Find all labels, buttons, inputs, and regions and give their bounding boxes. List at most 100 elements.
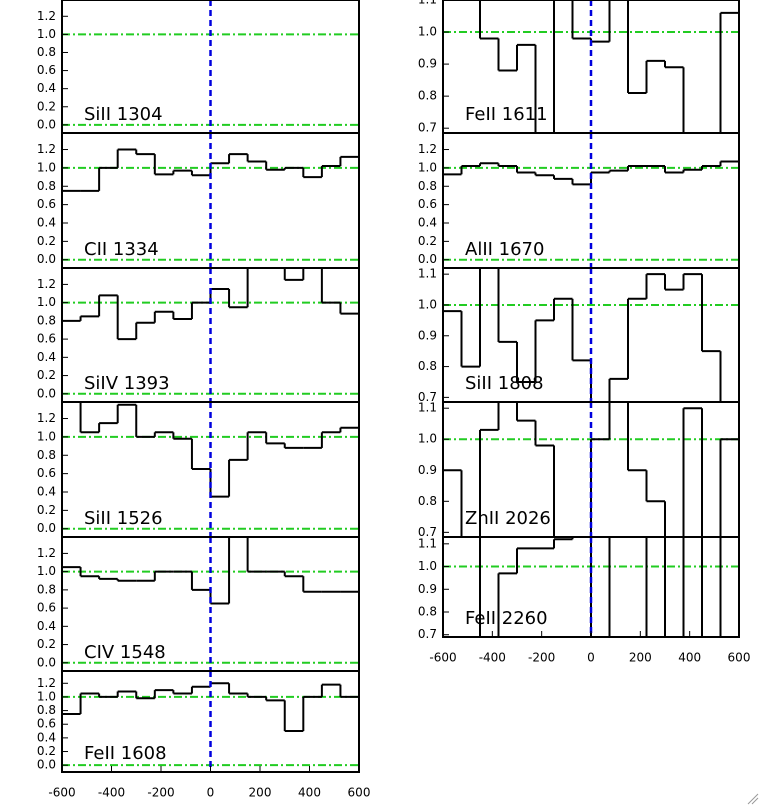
y-tick-label: 0.6 — [37, 601, 56, 615]
y-tick-label: 1.0 — [37, 160, 56, 174]
y-tick-label: 0.6 — [418, 197, 437, 211]
y-tick-label: 0.9 — [418, 328, 437, 342]
resize-grip — [747, 793, 759, 805]
y-tick-label: 1.0 — [37, 564, 56, 578]
y-tick-label: 0.8 — [418, 605, 437, 619]
y-tick-label: 0.0 — [37, 758, 56, 772]
panel — [62, 537, 359, 671]
panel-label: CIV 1548 — [84, 642, 166, 663]
y-tick-label: 1.2 — [37, 411, 56, 425]
y-tick-label: 0.9 — [418, 463, 437, 477]
y-tick-label: 0.8 — [37, 45, 56, 59]
x-tick-label: -200 — [147, 786, 174, 800]
y-tick-label: 0.8 — [37, 582, 56, 596]
y-tick-label: 0.0 — [37, 386, 56, 400]
y-tick-label: 0.8 — [37, 179, 56, 193]
x-tick-label: 0 — [207, 786, 215, 800]
y-tick-label: 1.0 — [418, 25, 437, 39]
y-tick-label: 0.9 — [418, 582, 437, 596]
y-tick-label: 0.7 — [418, 525, 437, 539]
y-tick-label: 0.4 — [37, 730, 56, 744]
y-tick-label: 0.7 — [418, 390, 437, 404]
panel — [443, 133, 739, 268]
y-tick-label: 0.8 — [418, 179, 437, 193]
panel — [443, 0, 739, 133]
y-tick-label: 0.6 — [37, 332, 56, 346]
y-tick-label: 1.0 — [418, 432, 437, 446]
panel-label: SiII 1808 — [465, 373, 544, 394]
panel-label: SiII 1304 — [84, 104, 163, 125]
y-tick-label: 1.0 — [37, 295, 56, 309]
y-tick-label: 1.2 — [37, 546, 56, 560]
panel-label: CII 1334 — [84, 239, 159, 260]
panel-label: FeII 1608 — [84, 743, 167, 764]
y-tick-label: 0.0 — [37, 521, 56, 535]
panel — [443, 402, 739, 537]
y-tick-label: 0.7 — [418, 121, 437, 135]
y-tick-label: 0.8 — [418, 359, 437, 373]
y-tick-label: 0.0 — [37, 117, 56, 131]
panel — [443, 537, 739, 637]
y-tick-label: 0.4 — [418, 216, 437, 230]
x-tick-label: 200 — [249, 786, 272, 800]
y-tick-label: 0.2 — [37, 99, 56, 113]
y-tick-label: 1.2 — [37, 277, 56, 291]
panel-label: FeII 2260 — [465, 608, 548, 629]
y-tick-label: 1.2 — [37, 142, 56, 156]
y-tick-label: 0.0 — [37, 655, 56, 669]
x-tick-label: 400 — [298, 786, 321, 800]
y-tick-label: 0.6 — [37, 717, 56, 731]
x-tick-label: -400 — [479, 651, 506, 665]
y-tick-label: 1.1 — [418, 536, 437, 550]
y-tick-label: 1.0 — [418, 297, 437, 311]
panel — [62, 268, 359, 402]
y-tick-label: 0.4 — [37, 485, 56, 499]
y-tick-label: 0.6 — [37, 197, 56, 211]
y-tick-label: 0.0 — [37, 252, 56, 266]
y-tick-label: 0.8 — [37, 448, 56, 462]
x-tick-label: -600 — [429, 651, 456, 665]
y-tick-label: 1.1 — [418, 0, 437, 7]
x-tick-label: 600 — [728, 651, 751, 665]
y-tick-label: 0.6 — [37, 466, 56, 480]
y-tick-label: 0.4 — [37, 81, 56, 95]
y-tick-label: 1.0 — [37, 27, 56, 41]
x-tick-label: 400 — [678, 651, 701, 665]
y-tick-label: 1.2 — [37, 676, 56, 690]
panel-label: FeII 1611 — [465, 104, 548, 125]
panel — [62, 402, 359, 537]
y-tick-label: 0.2 — [37, 503, 56, 517]
panel — [62, 671, 359, 772]
x-tick-label: -200 — [528, 651, 555, 665]
y-tick-label: 1.0 — [37, 689, 56, 703]
y-tick-label: 1.1 — [418, 401, 437, 415]
y-tick-label: 1.2 — [418, 142, 437, 156]
y-tick-label: 1.1 — [418, 267, 437, 281]
panel — [443, 268, 739, 402]
y-tick-label: 0.2 — [37, 234, 56, 248]
y-tick-label: 0.9 — [418, 57, 437, 71]
y-tick-label: 0.7 — [418, 627, 437, 641]
y-tick-label: 1.0 — [37, 429, 56, 443]
x-tick-label: 200 — [629, 651, 652, 665]
panel — [62, 0, 359, 133]
y-tick-label: 0.2 — [37, 637, 56, 651]
y-tick-label: 0.2 — [37, 744, 56, 758]
y-tick-label: 0.6 — [37, 63, 56, 77]
panel — [62, 133, 359, 268]
x-tick-label: 0 — [587, 651, 595, 665]
y-tick-label: 0.8 — [37, 313, 56, 327]
y-tick-label: 0.2 — [418, 234, 437, 248]
y-tick-label: 0.8 — [418, 494, 437, 508]
y-tick-label: 0.4 — [37, 216, 56, 230]
panel-label: SiII 1526 — [84, 508, 163, 529]
panel-label: SiIV 1393 — [84, 373, 170, 394]
y-tick-label: 0.4 — [37, 619, 56, 633]
y-tick-label: 0.4 — [37, 350, 56, 364]
x-tick-label: -600 — [48, 786, 75, 800]
y-tick-label: 1.2 — [37, 9, 56, 23]
panel-label: AlII 1670 — [465, 239, 544, 260]
y-tick-label: 0.2 — [37, 368, 56, 382]
panel-label: ZnII 2026 — [465, 508, 551, 529]
